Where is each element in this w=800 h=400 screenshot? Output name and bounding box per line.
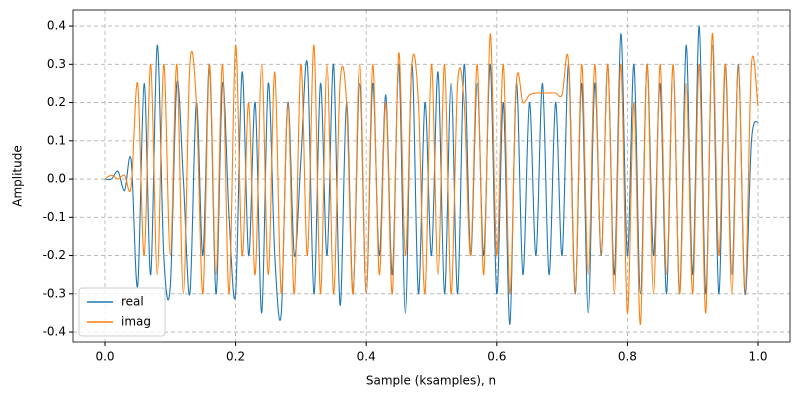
x-tick-label: 0.6 — [487, 350, 506, 364]
y-tick-label: 0.4 — [47, 19, 66, 33]
plot-frame — [72, 9, 791, 343]
y-tick-label: 0.2 — [47, 95, 66, 109]
legend-box — [78, 287, 166, 337]
series-line — [104, 25, 759, 325]
x-tick-label: 1.0 — [748, 350, 767, 364]
y-tick-label: 0.1 — [47, 133, 66, 147]
y-tick-label: -0.3 — [43, 286, 66, 300]
series-line — [104, 33, 759, 325]
y-tick-label: -0.1 — [43, 210, 66, 224]
x-tick-label: 0.2 — [226, 350, 245, 364]
x-tick-label: 0.0 — [95, 350, 114, 364]
y-axis-label: Amplitude — [11, 145, 25, 207]
y-tick-label: 0.3 — [47, 57, 66, 71]
legend-label: imag — [121, 315, 151, 329]
y-tick-label: -0.4 — [43, 325, 66, 339]
y-tick-label: -0.2 — [43, 248, 66, 262]
x-tick-label: 0.8 — [618, 350, 637, 364]
legend-label: real — [121, 295, 144, 309]
x-axis-label: Sample (ksamples), n — [366, 374, 496, 388]
y-tick-label: 0.0 — [47, 172, 66, 186]
x-tick-label: 0.4 — [357, 350, 376, 364]
